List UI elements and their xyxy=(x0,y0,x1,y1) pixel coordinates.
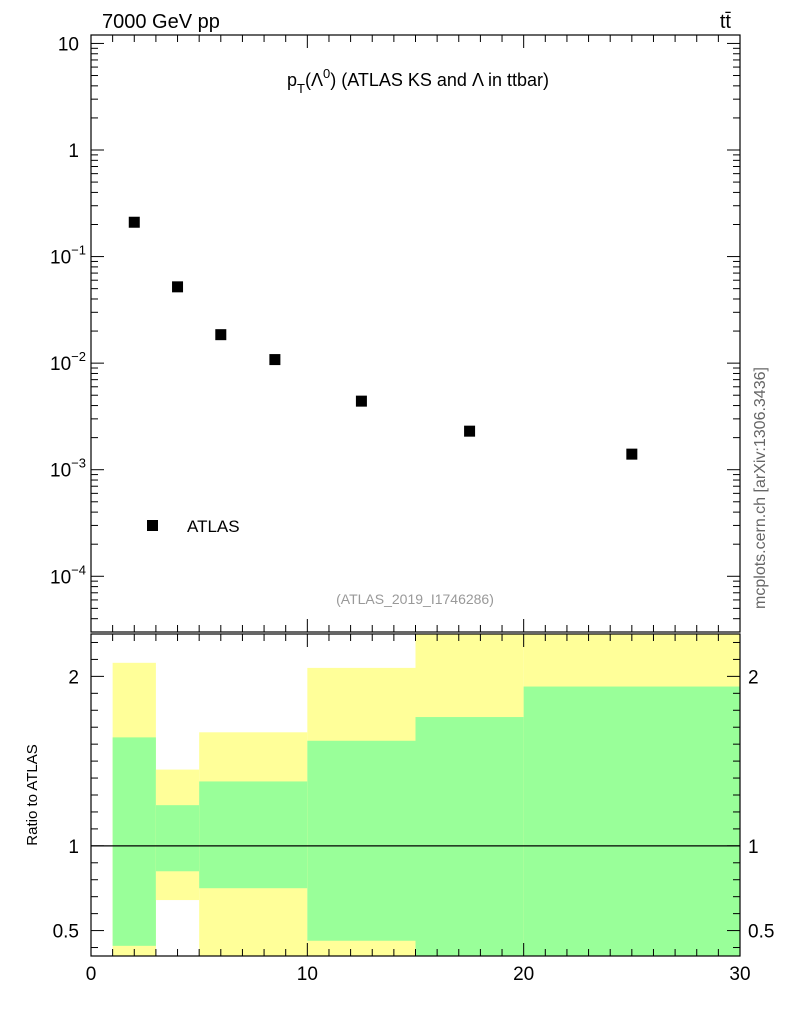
y-tick-exponent: −1 xyxy=(71,243,86,258)
y-tick-label-2: 10−1 xyxy=(50,243,86,269)
y-tick-label-5: 10−4 xyxy=(50,562,86,588)
title-rest: ) (ATLAS KS and Λ in ttbar) xyxy=(330,70,549,90)
ratio-bands xyxy=(91,634,740,956)
data-markers xyxy=(128,216,638,460)
x-tick-label-3: 30 xyxy=(729,964,750,985)
y-tick-base: 10 xyxy=(50,248,71,269)
data-point-3 xyxy=(269,354,281,366)
chart-title: pT(Λ0) (ATLAS KS and Λ in ttbar) xyxy=(287,66,549,96)
ratio-y-label-right-0: 0.5 xyxy=(748,922,774,943)
title-open: (Λ xyxy=(305,70,323,90)
analysis-label: (ATLAS_2019_I1746286) xyxy=(336,591,494,607)
y-tick-base: 10 xyxy=(50,354,71,375)
stat-band-bin-2 xyxy=(199,781,308,889)
data-point-4 xyxy=(355,395,367,407)
x-tick-label-2: 20 xyxy=(513,964,534,985)
ratio-y-label-right-2: 2 xyxy=(748,667,759,688)
ratio-y-label-left-1: 1 xyxy=(68,837,79,858)
y-tick-base: 10 xyxy=(50,567,71,588)
stat-band-bin-1 xyxy=(155,805,200,872)
title-p: p xyxy=(287,70,297,90)
process-label: tt̄ xyxy=(720,11,732,33)
data-point-6 xyxy=(626,448,638,460)
y-tick-exponent: −4 xyxy=(71,562,86,577)
x-tick-label-0: 0 xyxy=(86,964,97,985)
data-point-1 xyxy=(172,281,184,293)
ratio-y-label-right-1: 1 xyxy=(748,837,759,858)
data-point-0 xyxy=(128,216,140,228)
y-tick-exponent: −2 xyxy=(71,349,86,364)
legend-marker xyxy=(147,520,158,531)
y-tick-base: 10 xyxy=(50,461,71,482)
title-subscript: T xyxy=(297,81,305,96)
energy-label: 7000 GeV pp xyxy=(102,11,220,33)
y-tick-label-4: 10−3 xyxy=(50,456,86,482)
y-tick-label-3: 10−2 xyxy=(50,349,86,375)
y-tick-label-1: 1 xyxy=(68,141,79,162)
stat-band-bin-0 xyxy=(112,737,156,946)
stat-band-bin-3 xyxy=(307,740,416,941)
data-point-2 xyxy=(215,329,227,341)
x-tick-label-1: 10 xyxy=(297,964,318,985)
ratio-y-label-left-2: 2 xyxy=(68,667,79,688)
ratio-ylabel: Ratio to ATLAS xyxy=(24,744,41,845)
stat-band-bin-4 xyxy=(415,717,524,956)
ratio-y-label-left-0: 0.5 xyxy=(53,922,79,943)
y-tick-label-0: 10 xyxy=(58,34,79,55)
y-tick-exponent: −3 xyxy=(71,456,86,471)
upper-frame xyxy=(90,34,741,633)
data-point-5 xyxy=(464,425,476,437)
title-superscript: 0 xyxy=(323,66,330,81)
legend-label: ATLAS xyxy=(187,517,240,536)
stat-band-bin-5 xyxy=(523,686,740,956)
source-label: mcplots.cern.ch [arXiv:1306.3436] xyxy=(752,367,769,609)
